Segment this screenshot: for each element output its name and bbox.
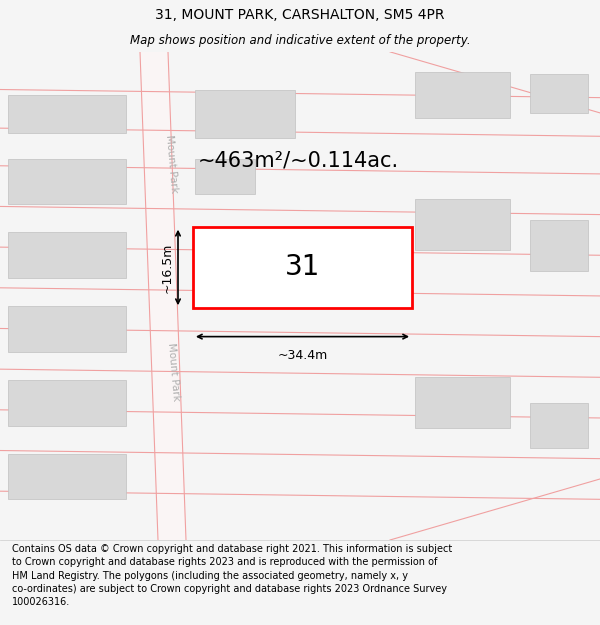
Bar xyxy=(195,159,255,194)
Bar xyxy=(415,72,510,118)
Text: 31: 31 xyxy=(285,254,320,281)
Bar xyxy=(8,159,126,204)
Polygon shape xyxy=(140,52,186,540)
Text: ~16.5m: ~16.5m xyxy=(161,242,174,292)
Bar xyxy=(8,454,126,499)
Bar xyxy=(415,199,510,250)
Bar xyxy=(8,94,126,133)
Text: ~463m²/~0.114ac.: ~463m²/~0.114ac. xyxy=(198,151,399,171)
Bar xyxy=(8,306,126,352)
Text: ~34.4m: ~34.4m xyxy=(277,349,328,362)
Text: Mount Park: Mount Park xyxy=(164,134,179,193)
Bar xyxy=(530,74,588,113)
Bar xyxy=(8,381,126,426)
Bar xyxy=(415,378,510,428)
Text: 31, MOUNT PARK, CARSHALTON, SM5 4PR: 31, MOUNT PARK, CARSHALTON, SM5 4PR xyxy=(155,8,445,21)
Bar xyxy=(193,227,412,308)
Bar xyxy=(8,232,126,278)
Bar xyxy=(530,402,588,449)
Bar xyxy=(530,219,588,271)
Bar xyxy=(195,89,295,138)
Text: Map shows position and indicative extent of the property.: Map shows position and indicative extent… xyxy=(130,34,470,47)
Text: Mount Park: Mount Park xyxy=(166,342,182,402)
Text: Contains OS data © Crown copyright and database right 2021. This information is : Contains OS data © Crown copyright and d… xyxy=(12,544,452,607)
